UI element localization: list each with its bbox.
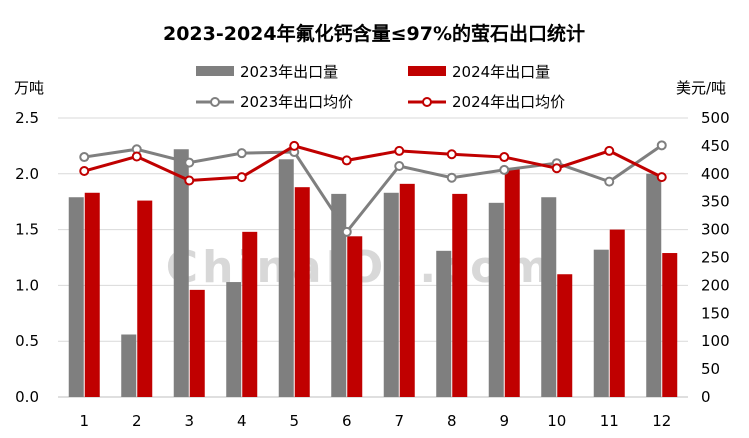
- legend-label-line-2023: 2023年出口均价: [240, 93, 353, 111]
- right-tick-label: 400: [701, 165, 730, 183]
- line-point-2023: [604, 176, 615, 187]
- right-tick-label: 250: [701, 249, 730, 267]
- legend-swatch-bar-2023: [196, 66, 234, 76]
- bar-2023: [173, 149, 189, 397]
- bar-2024: [609, 229, 625, 397]
- bar-2023: [593, 249, 609, 397]
- left-tick-label: 0.0: [15, 388, 39, 406]
- bar-2024: [242, 231, 258, 397]
- left-tick-label: 1.5: [15, 221, 39, 239]
- bar-2023: [278, 159, 294, 397]
- line-point-2024: [499, 152, 510, 163]
- line-point-2023: [499, 164, 510, 175]
- line-point-2024: [394, 145, 405, 156]
- line-point-2023: [446, 172, 457, 183]
- right-axis-ticks: 0 50 100 150 200 250 300 350 400 450 500: [701, 109, 730, 406]
- line-2024: [83, 144, 663, 183]
- bar-2023: [68, 197, 84, 397]
- x-tick-label: 4: [237, 412, 247, 430]
- line-point-2024: [341, 155, 352, 166]
- bar-2024: [452, 193, 468, 397]
- bar-2023: [436, 250, 452, 397]
- x-tick-label: 7: [394, 412, 404, 430]
- line-point-2023: [341, 226, 352, 237]
- line-point-2024: [446, 149, 457, 160]
- legend-label-bar-2024: 2024年出口量: [452, 63, 550, 81]
- bar-2023: [541, 197, 557, 397]
- right-tick-label: 500: [701, 109, 730, 127]
- line-point-2024: [551, 163, 562, 174]
- bar-2023: [488, 202, 504, 397]
- x-tick-label: 2: [132, 412, 142, 430]
- right-tick-label: 0: [701, 388, 711, 406]
- line-point-2024: [79, 166, 90, 177]
- x-tick-label: 9: [499, 412, 509, 430]
- left-tick-label: 1.0: [15, 276, 39, 294]
- bar-2024: [347, 236, 363, 397]
- bar-2024: [504, 169, 520, 397]
- left-tick-label: 0.5: [15, 332, 39, 350]
- left-axis-unit: 万吨: [14, 79, 44, 97]
- line-point-2024: [236, 172, 247, 183]
- left-tick-label: 2.0: [15, 165, 39, 183]
- bar-2023: [646, 173, 662, 397]
- legend-label-bar-2023: 2023年出口量: [240, 63, 338, 81]
- right-tick-label: 350: [701, 193, 730, 211]
- right-tick-label: 100: [701, 332, 730, 350]
- left-tick-label: 2.5: [15, 109, 39, 127]
- x-tick-label: 1: [79, 412, 89, 430]
- line-point-2023: [394, 160, 405, 171]
- bar-2024: [294, 187, 310, 397]
- line-point-2023: [236, 148, 247, 159]
- right-tick-label: 200: [701, 276, 730, 294]
- legend-marker-line-2024: [422, 97, 432, 107]
- right-tick-label: 50: [701, 360, 720, 378]
- legend-marker-line-2023: [210, 97, 220, 107]
- line-point-2024: [656, 172, 667, 183]
- bar-2023: [121, 334, 137, 397]
- line-point-2024: [184, 175, 195, 186]
- line-point-2024: [289, 140, 300, 151]
- legend-label-line-2024: 2024年出口均价: [452, 93, 565, 111]
- line-point-2024: [604, 145, 615, 156]
- x-tick-label: 8: [447, 412, 457, 430]
- left-axis-ticks: 0.0 0.5 1.0 1.5 2.0 2.5: [15, 109, 39, 406]
- right-axis-unit: 美元/吨: [676, 79, 726, 97]
- bars: [68, 149, 678, 397]
- x-tick-label: 5: [289, 412, 299, 430]
- line-point-2023: [184, 157, 195, 168]
- bar-2024: [84, 192, 100, 397]
- chart-title: 2023-2024年氟化钙含量≤97%的萤石出口统计: [163, 22, 585, 45]
- line-point-2023: [656, 140, 667, 151]
- line-2023: [84, 144, 663, 235]
- lines: [79, 140, 667, 237]
- bar-2024: [557, 274, 573, 397]
- bar-2024: [137, 200, 153, 397]
- right-tick-label: 450: [701, 137, 730, 155]
- x-tick-label: 12: [652, 412, 671, 430]
- line-point-2024: [131, 151, 142, 162]
- legend: 2023年出口量 2024年出口量 2023年出口均价 2024年出口均价: [196, 63, 565, 111]
- x-axis-ticks: 1 2 3 4 5 6 7 8 9 10 11 12: [79, 412, 671, 430]
- line-point-2023: [79, 152, 90, 163]
- bar-2024: [189, 289, 205, 397]
- bar-2024: [399, 183, 415, 397]
- legend-swatch-bar-2024: [408, 66, 446, 76]
- x-tick-label: 3: [184, 412, 194, 430]
- bar-2023: [226, 282, 242, 397]
- bar-2023: [383, 192, 399, 397]
- bar-2023: [331, 193, 347, 397]
- x-tick-label: 10: [547, 412, 566, 430]
- right-tick-label: 150: [701, 304, 730, 322]
- x-tick-label: 6: [342, 412, 352, 430]
- right-tick-label: 300: [701, 221, 730, 239]
- bar-2024: [662, 253, 678, 397]
- x-tick-label: 11: [600, 412, 619, 430]
